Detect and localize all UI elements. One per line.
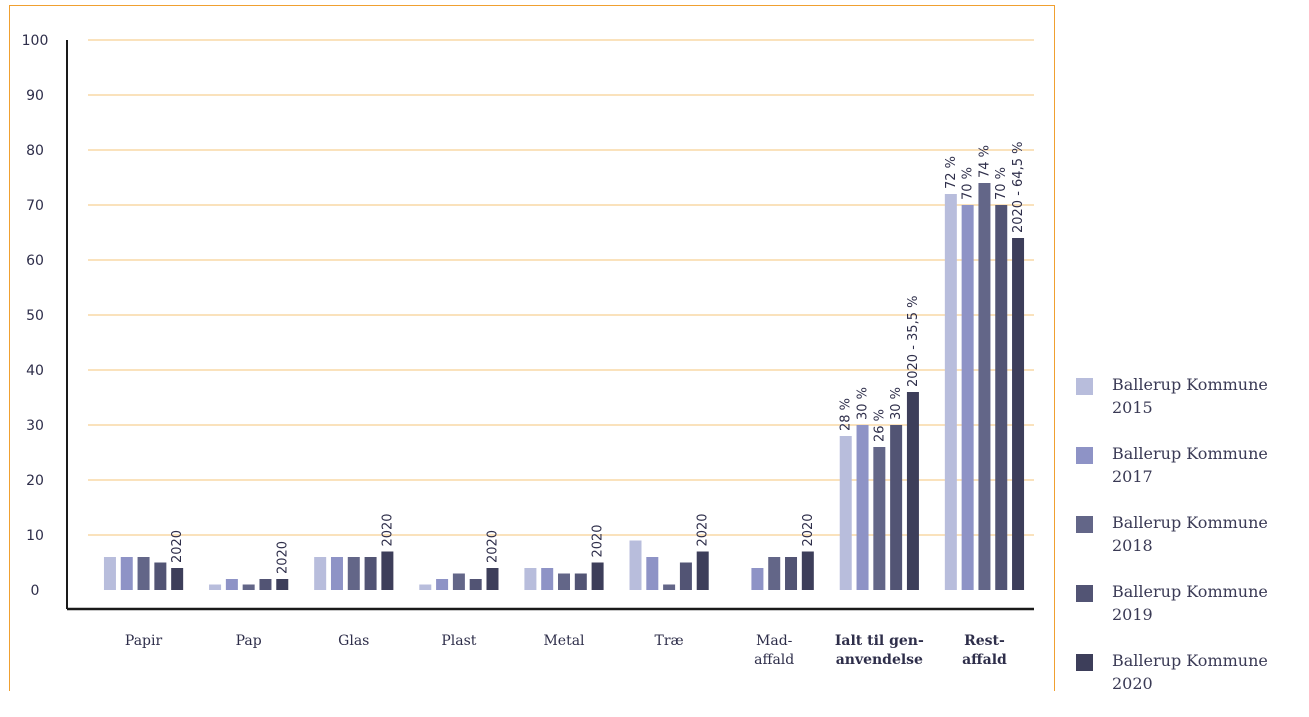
legend-swatch bbox=[1076, 516, 1093, 533]
bar bbox=[663, 584, 676, 590]
data-label: 2020 - 35,5 % bbox=[906, 296, 921, 387]
x-tick-label: Metal bbox=[543, 633, 585, 649]
legend-label: Ballerup Kommune 2019 bbox=[1112, 582, 1268, 624]
bar bbox=[259, 579, 272, 590]
bar bbox=[120, 557, 133, 590]
bar bbox=[347, 557, 360, 590]
y-tick-label: 20 bbox=[26, 473, 44, 489]
legend-item: Ballerup Kommune 2017 bbox=[1076, 441, 1306, 510]
bar bbox=[209, 584, 222, 590]
bar bbox=[995, 205, 1008, 590]
bar bbox=[978, 183, 991, 590]
bar bbox=[276, 579, 289, 590]
x-tick-label: Pap bbox=[236, 633, 262, 649]
legend-swatch bbox=[1076, 654, 1093, 671]
y-tick-label: 70 bbox=[26, 198, 44, 214]
y-tick-label: 30 bbox=[26, 418, 44, 434]
legend-label: Ballerup Kommune 2020 bbox=[1112, 651, 1268, 693]
data-label: 26 % bbox=[872, 409, 887, 442]
bar bbox=[679, 562, 692, 590]
legend-swatch bbox=[1076, 447, 1093, 464]
bar bbox=[944, 194, 957, 590]
bar bbox=[558, 573, 570, 590]
data-label: 2020 bbox=[275, 541, 290, 574]
bar bbox=[646, 557, 659, 590]
legend-item: Ballerup Kommune 2019 bbox=[1076, 579, 1306, 648]
bar bbox=[154, 562, 167, 590]
bar bbox=[801, 551, 814, 590]
legend: Ballerup Kommune 2015 Ballerup Kommune 20… bbox=[1076, 372, 1306, 717]
data-label: 2020 bbox=[696, 513, 711, 546]
bar bbox=[768, 557, 781, 590]
bar bbox=[856, 425, 869, 590]
bar bbox=[103, 557, 116, 590]
legend-item: Ballerup Kommune 2018 bbox=[1076, 510, 1306, 579]
data-label: 30 % bbox=[856, 387, 871, 420]
bar bbox=[696, 551, 709, 590]
x-tick-label: Rest-affald bbox=[962, 633, 1007, 668]
x-tick-label: Træ bbox=[655, 633, 684, 649]
bar bbox=[591, 562, 604, 590]
bar bbox=[1012, 238, 1025, 590]
legend-item: Ballerup Kommune 2020 bbox=[1076, 648, 1306, 717]
legend-item: Ballerup Kommune 2015 bbox=[1076, 372, 1306, 441]
legend-label: Ballerup Kommune 2017 bbox=[1112, 444, 1268, 486]
bar bbox=[906, 392, 919, 590]
data-label: 28 % bbox=[839, 398, 854, 431]
bar bbox=[751, 568, 764, 590]
data-label: 2020 bbox=[801, 513, 816, 546]
bar bbox=[452, 573, 465, 590]
data-label: 70 % bbox=[994, 167, 1009, 200]
bar bbox=[419, 584, 432, 590]
legend-swatch bbox=[1076, 378, 1093, 395]
bar bbox=[242, 584, 255, 590]
data-label: 2020 bbox=[170, 530, 185, 563]
data-label: 30 % bbox=[889, 387, 904, 420]
y-tick-label: 50 bbox=[26, 308, 44, 324]
x-tick-label: Glas bbox=[338, 633, 369, 649]
bar bbox=[961, 205, 974, 590]
y-tick-label: 60 bbox=[26, 253, 44, 269]
y-tick-label: 0 bbox=[31, 583, 40, 599]
legend-label: Ballerup Kommune 2018 bbox=[1112, 513, 1268, 555]
y-tick-label: 40 bbox=[26, 363, 44, 379]
data-label: 2020 bbox=[380, 513, 395, 546]
y-tick-label: 10 bbox=[26, 528, 44, 544]
bar bbox=[314, 557, 327, 590]
y-tick-label: 100 bbox=[22, 33, 49, 49]
legend-swatch bbox=[1076, 585, 1093, 602]
bar bbox=[171, 568, 184, 590]
y-tick-label: 90 bbox=[26, 88, 44, 104]
data-label: 2020 bbox=[485, 530, 500, 563]
bar bbox=[574, 573, 587, 590]
data-label: 74 % bbox=[977, 145, 992, 178]
chart-frame bbox=[9, 5, 1055, 691]
x-tick-label: Papir bbox=[125, 633, 163, 649]
bar bbox=[469, 579, 482, 590]
bar bbox=[436, 579, 449, 590]
bar bbox=[629, 540, 642, 590]
data-label: 70 % bbox=[961, 167, 976, 200]
bar bbox=[486, 568, 499, 590]
bar bbox=[890, 425, 903, 590]
bar bbox=[785, 557, 798, 590]
bar-chart: 0 10 20 30 40 50 60 70 80 90 100 2020 Papir 2020 Pap 20… bbox=[22, 33, 1034, 668]
x-tick-label: Ialt til gen-anvendelse bbox=[835, 633, 924, 668]
bar bbox=[381, 551, 394, 590]
y-tick-label: 80 bbox=[26, 143, 44, 159]
x-tick-label: Plast bbox=[441, 633, 476, 649]
bar bbox=[225, 579, 238, 590]
data-label: 2020 - 64,5 % bbox=[1011, 142, 1026, 233]
x-tick-label: Mad-affald bbox=[754, 633, 794, 668]
legend-label: Ballerup Kommune 2015 bbox=[1112, 375, 1268, 417]
bar bbox=[839, 436, 852, 590]
data-label: 72 % bbox=[944, 156, 959, 189]
data-label: 2020 bbox=[591, 524, 606, 557]
bar bbox=[364, 557, 377, 590]
bar bbox=[873, 447, 886, 590]
bar bbox=[524, 568, 537, 590]
bar bbox=[137, 557, 150, 590]
bar bbox=[330, 557, 343, 590]
bar bbox=[541, 568, 554, 590]
